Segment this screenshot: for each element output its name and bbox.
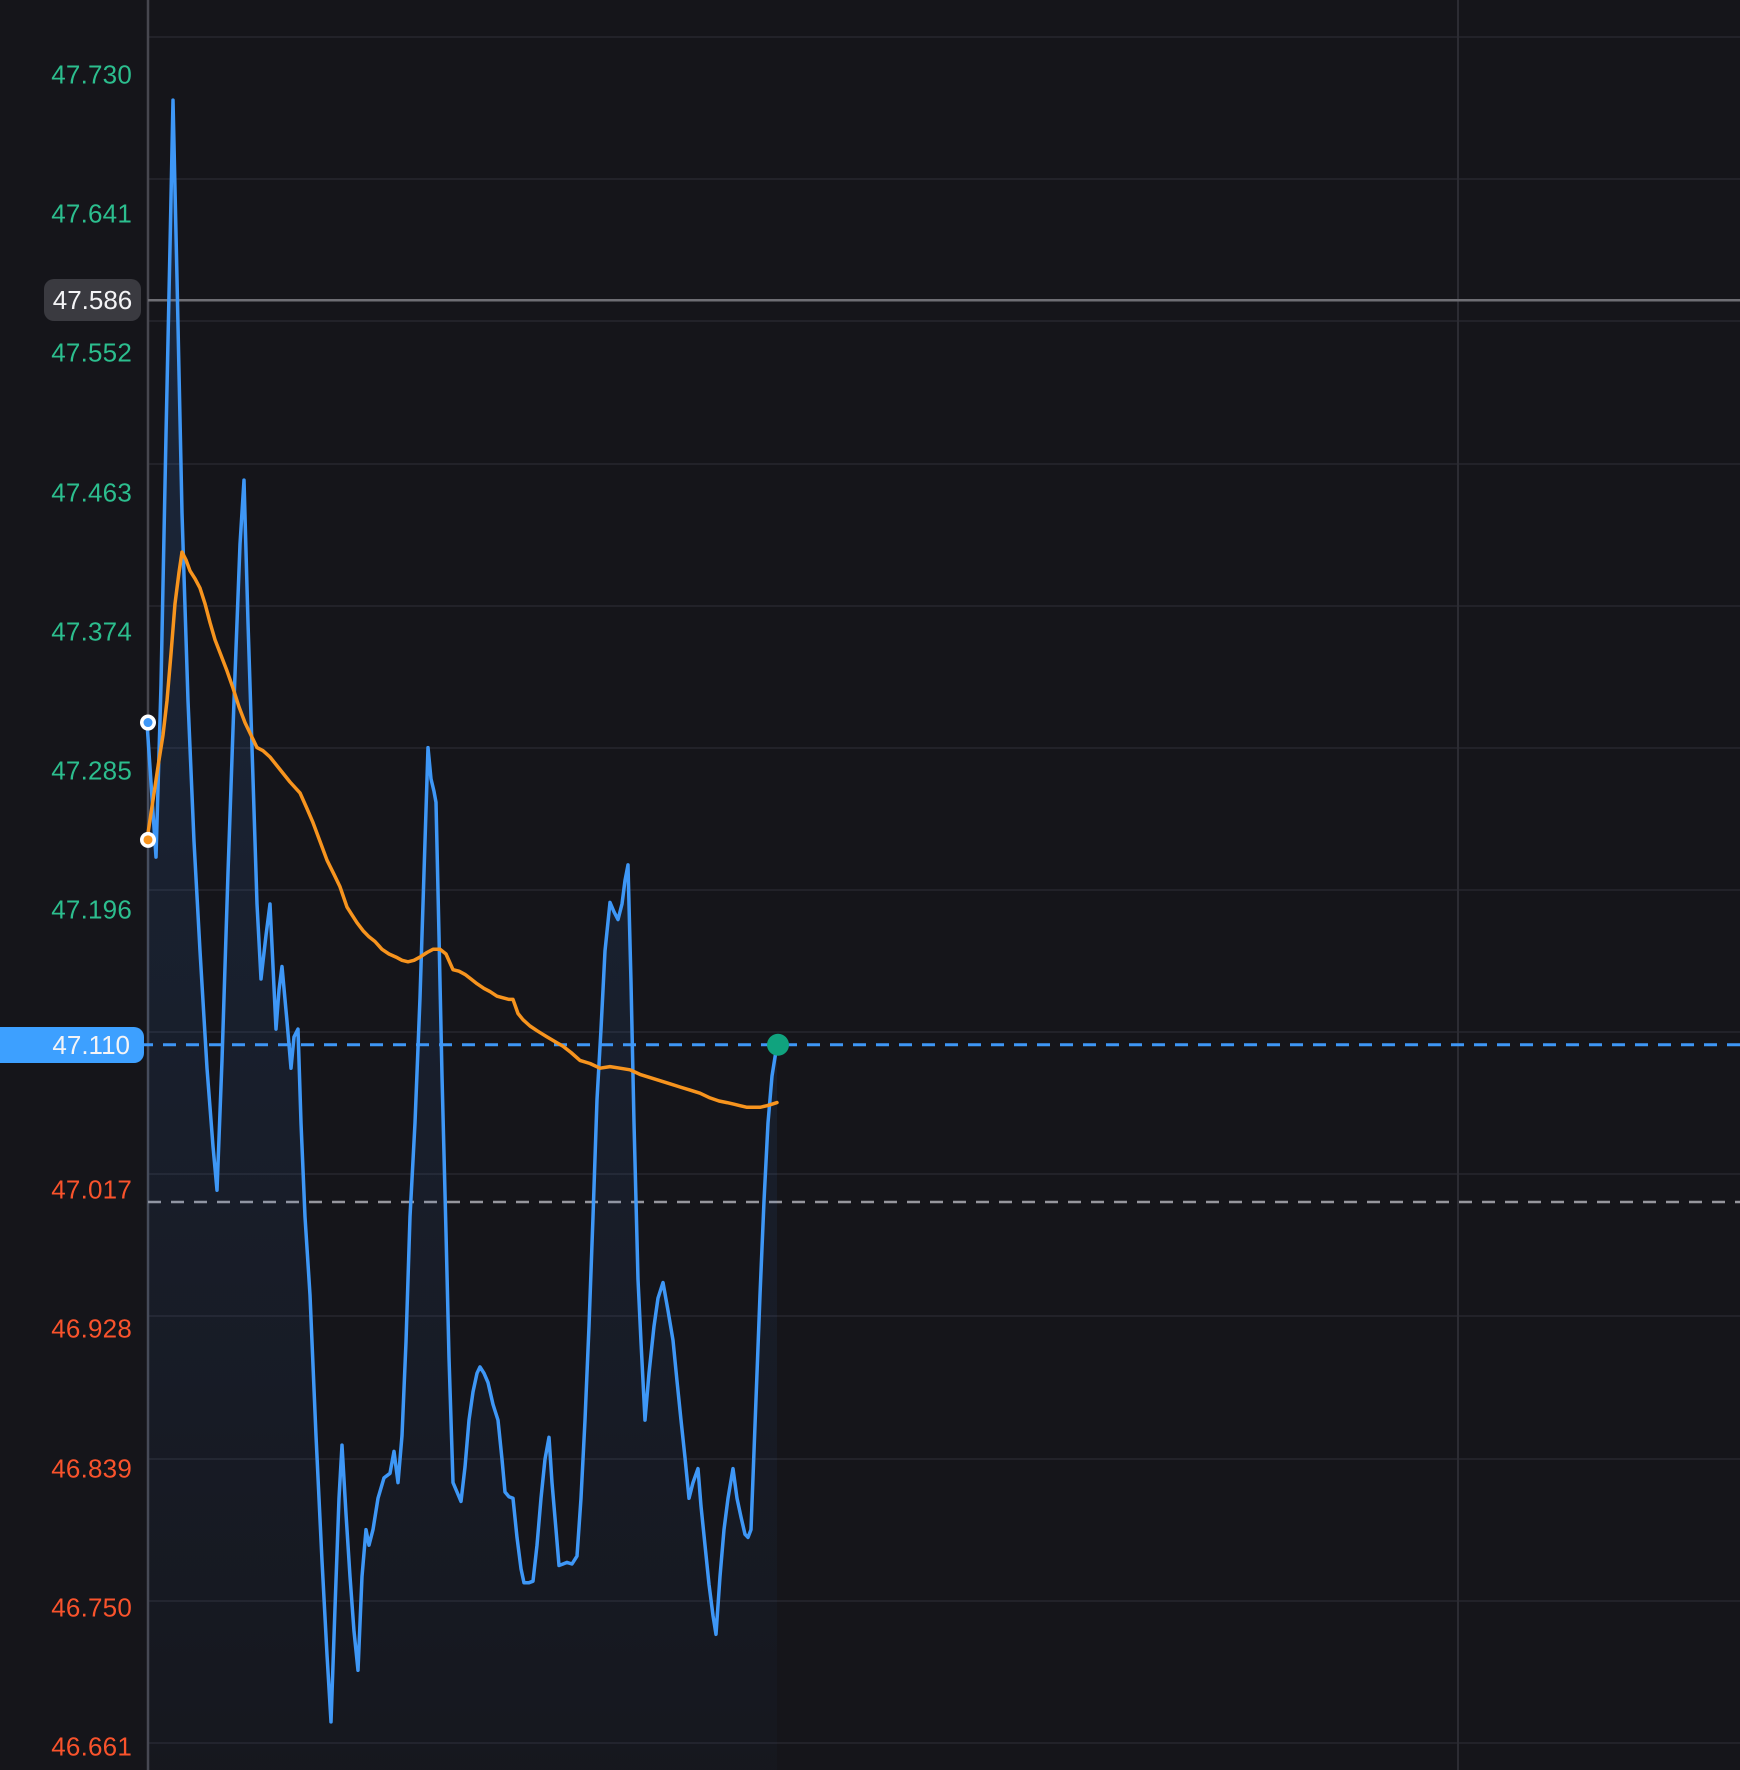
price-start-dot (143, 718, 153, 728)
current-price-dot (767, 1033, 789, 1056)
ma-line (145, 550, 779, 1110)
price-line (145, 98, 779, 1724)
price-area (147, 100, 777, 1770)
ma-start-dot (143, 835, 153, 845)
